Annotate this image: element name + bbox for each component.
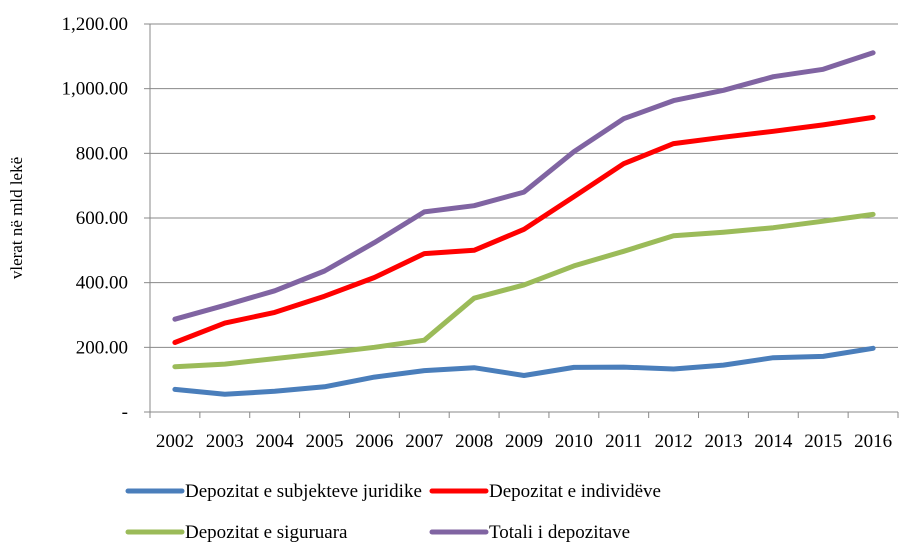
x-tick-label: 2004 [256,431,295,452]
x-tick-label: 2014 [754,431,793,452]
x-tick-label: 2006 [355,431,393,452]
series-line-1 [172,345,876,397]
series-line-3 [172,211,876,370]
grid-layer [150,23,898,348]
legend-label: Depozitat e siguruara [185,522,348,543]
axis-layer: - 200.00 400.00 600.00 800.00 1,000.00 1,200.0… [7,14,899,452]
legend-label: Depozitat e individëve [489,481,661,502]
x-tick-label: 2012 [655,431,693,452]
legend-label: Depozitat e subjekteve juridike [185,481,422,502]
series-line-4 [172,50,876,322]
x-tick-label: 2011 [605,431,642,452]
y-axis-title: vlerat në mld lekë [7,157,26,279]
legend-label: Totali i depozitave [489,522,630,543]
x-tick-label: 2002 [156,431,194,452]
y-tick-label: 1,000.00 [62,79,129,100]
x-tick-label: 2010 [555,431,593,452]
y-tick-label: 800.00 [76,143,128,164]
x-tick-label: 2013 [704,431,742,452]
y-tick-label: - [122,402,128,423]
series-line-2 [172,114,876,345]
y-tick-label: 600.00 [76,208,128,229]
y-tick-label: 1,200.00 [62,14,129,35]
x-tick-label: 2015 [804,431,842,452]
x-tick-label: 2016 [854,431,892,452]
x-tick-label: 2009 [505,431,543,452]
x-tick-label: 2007 [405,431,443,452]
y-tick-label: 200.00 [76,337,128,358]
y-tick-label: 400.00 [76,273,128,294]
x-tick-label: 2008 [455,431,493,452]
x-tick-label: 2003 [206,431,244,452]
legend: Depozitat e subjekteve juridike Depozitat… [125,481,661,543]
series-layer [172,50,876,397]
x-tick-label: 2005 [306,431,344,452]
